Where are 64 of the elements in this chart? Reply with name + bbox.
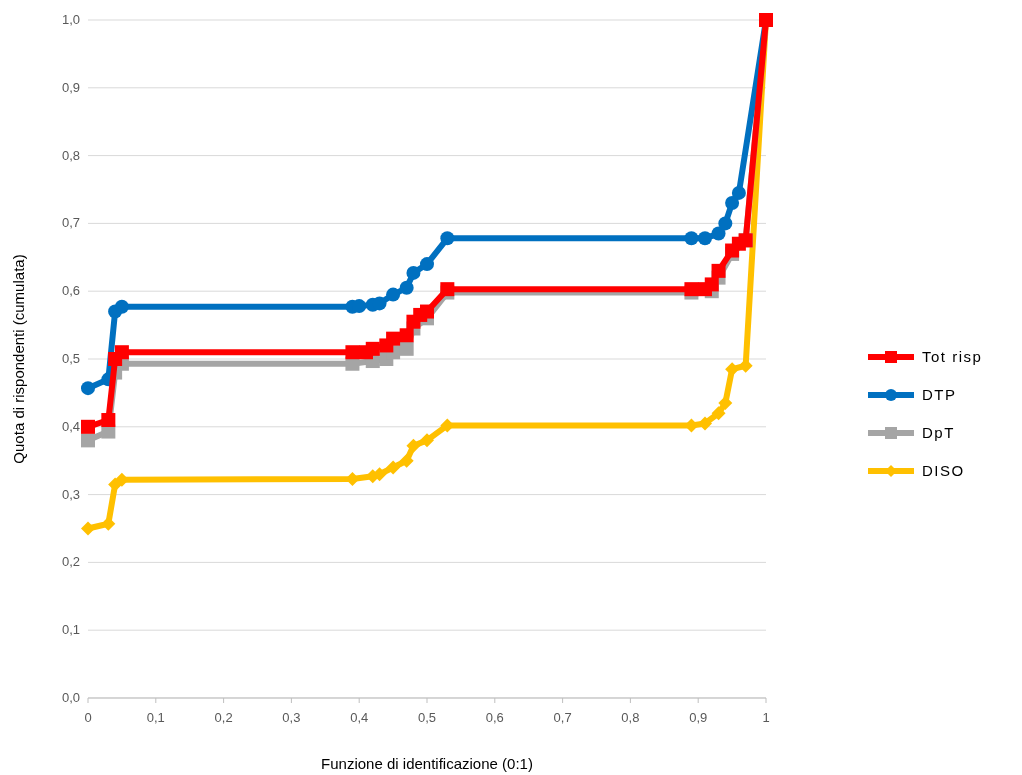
- point: [725, 362, 740, 377]
- point: [440, 231, 455, 246]
- point: [81, 433, 95, 448]
- point: [420, 257, 434, 272]
- point: [399, 341, 414, 356]
- point: [399, 453, 414, 468]
- point: [114, 472, 129, 487]
- x-tick-label: 0: [84, 710, 92, 725]
- legend-label: DISO: [922, 462, 965, 479]
- y-tick-label: 0,8: [61, 147, 80, 163]
- point: [420, 304, 434, 319]
- point: [684, 231, 699, 246]
- y-axis-title: Quota di rispondenti (cumulata): [10, 254, 27, 464]
- point: [101, 413, 116, 428]
- x-tick-label: 0,8: [621, 710, 640, 725]
- point: [718, 396, 733, 411]
- x-tick-label: 0,3: [282, 710, 301, 725]
- point: [372, 296, 387, 311]
- legend-label: DpT: [922, 424, 955, 441]
- x-tick-label: 0,7: [553, 710, 572, 725]
- point: [711, 263, 726, 278]
- point: [114, 299, 129, 314]
- point: [731, 185, 746, 200]
- point: [345, 345, 360, 360]
- x-tick-label: 0,2: [214, 710, 233, 725]
- point: [725, 196, 740, 211]
- y-tick-label: 0,2: [61, 554, 80, 570]
- y-tick-label: 0,3: [61, 486, 80, 502]
- y-tick-label: 0,1: [61, 622, 80, 638]
- x-axis-title: Funzione di identificazione (0:1): [321, 755, 533, 772]
- point: [81, 521, 95, 536]
- y-tick-label: 1,0: [61, 12, 80, 27]
- x-tick-label: 0,6: [485, 710, 504, 725]
- y-tick-label: 0,9: [61, 79, 80, 95]
- point: [711, 226, 726, 241]
- y-tick-label: 0,7: [61, 215, 80, 231]
- y-tick-label: 0,5: [61, 351, 80, 366]
- x-tick-label: 0,4: [350, 710, 369, 725]
- point: [81, 419, 95, 434]
- legend-label: Tot risp: [922, 348, 983, 365]
- x-tick-label: 0,5: [417, 710, 437, 725]
- point: [718, 216, 733, 231]
- x-tick-label: 1: [762, 710, 770, 725]
- x-tick-label: 0,1: [146, 710, 165, 725]
- legend-label: DTP: [922, 386, 957, 403]
- point: [406, 438, 421, 453]
- point: [386, 331, 401, 346]
- x-tick-label: 0,9: [689, 710, 708, 725]
- point: [697, 231, 712, 246]
- point: [406, 265, 421, 280]
- point: [81, 381, 95, 396]
- point: [399, 328, 414, 343]
- point: [101, 516, 116, 531]
- point: [365, 341, 380, 356]
- point: [711, 406, 726, 421]
- y-tick-label: 0,4: [61, 418, 80, 434]
- point: [697, 416, 712, 431]
- point: [399, 280, 414, 295]
- point: [420, 433, 434, 448]
- point: [386, 460, 401, 475]
- point: [345, 472, 360, 487]
- y-tick-label: 0,0: [61, 690, 80, 705]
- point: [386, 287, 401, 302]
- y-tick-label: 0,6: [61, 283, 80, 299]
